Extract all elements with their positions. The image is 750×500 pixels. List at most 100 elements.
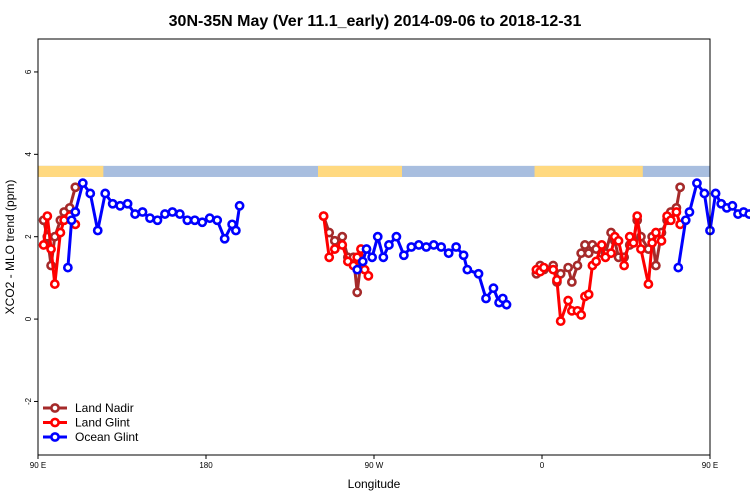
data-point <box>675 182 686 193</box>
x-tick-label: 180 <box>199 461 213 470</box>
legend-item: Land Nadir <box>43 401 134 415</box>
legend-swatch-marker <box>50 403 60 413</box>
x-tick-label: 90 E <box>702 461 718 470</box>
data-point <box>548 264 559 275</box>
data-point <box>363 270 374 281</box>
data-point <box>372 231 383 242</box>
data-point <box>324 252 335 263</box>
data-point <box>744 209 750 219</box>
data-point <box>70 182 81 193</box>
chart-title: 30N-35N May (Ver 11.1_early) 2014-09-06 … <box>169 13 582 30</box>
data-point <box>137 207 148 217</box>
data-point <box>413 240 424 250</box>
data-point <box>329 235 340 246</box>
data-point <box>596 240 607 250</box>
legend-swatch-marker <box>50 417 60 428</box>
data-point <box>100 188 111 199</box>
data-point <box>576 310 587 320</box>
data-point <box>538 262 549 273</box>
legend-label: Land Glint <box>75 416 130 430</box>
legend-label: Land Nadir <box>75 401 134 415</box>
data-point <box>710 188 721 199</box>
legend-item: Ocean Glint <box>43 430 139 444</box>
data-point <box>46 244 56 254</box>
data-point <box>436 242 447 252</box>
data-point <box>488 283 499 294</box>
data-point <box>613 235 624 246</box>
data-point <box>580 240 590 250</box>
data-point <box>421 242 432 252</box>
land-ocean-band <box>38 165 710 177</box>
data-point <box>66 215 77 226</box>
y-tick-label: -2 <box>24 397 33 405</box>
series-ocean-glint <box>62 178 750 310</box>
data-point <box>182 215 193 226</box>
x-tick-label: 90 E <box>30 461 46 470</box>
data-point <box>451 242 462 252</box>
y-tick-label: 2 <box>24 234 33 239</box>
data-point <box>367 252 378 263</box>
data-point <box>647 237 658 248</box>
data-point <box>501 299 512 310</box>
data-point <box>632 211 643 222</box>
data-point <box>70 207 81 217</box>
data-point <box>234 200 245 211</box>
data-point <box>563 262 574 273</box>
data-point <box>62 262 73 273</box>
data-point <box>727 200 738 211</box>
data-point <box>189 215 200 226</box>
land-band-segment <box>318 165 402 177</box>
legend-swatch-marker <box>50 432 60 442</box>
data-point <box>428 240 439 250</box>
data-point <box>55 227 66 238</box>
data-point <box>481 293 491 304</box>
data-point <box>107 198 118 209</box>
data-point <box>684 207 695 217</box>
y-axis: -2 0 2 4 6 <box>24 69 38 405</box>
legend-item: Land Glint <box>43 416 130 430</box>
data-point <box>174 209 185 219</box>
data-point <box>122 198 133 209</box>
data-point <box>378 252 389 263</box>
data-point <box>49 279 60 289</box>
x-axis: 90 E 180 90 W 0 90 E <box>30 455 718 470</box>
data-point <box>650 227 661 238</box>
land-band-segment <box>38 165 104 177</box>
data-point <box>458 250 469 261</box>
data-point <box>152 215 163 226</box>
data-point <box>656 235 667 246</box>
y-tick-label: 4 <box>24 152 33 157</box>
x-axis-title: Longitude <box>348 477 401 491</box>
data-point <box>230 225 241 236</box>
data-point <box>212 215 223 226</box>
data-point <box>665 215 676 226</box>
data-point <box>329 244 340 254</box>
data-point <box>443 248 454 259</box>
data-point <box>145 213 155 224</box>
data-point <box>384 240 394 250</box>
data-point <box>606 248 616 259</box>
data-point <box>636 244 646 254</box>
data-point <box>352 264 363 275</box>
data-point <box>352 287 363 298</box>
data-point <box>38 240 49 250</box>
data-point <box>671 207 682 217</box>
land-band-segment <box>534 165 643 177</box>
data-point <box>628 237 639 248</box>
data-point <box>77 178 88 189</box>
data-point <box>337 231 348 242</box>
data-point <box>643 279 654 289</box>
data-point <box>583 248 594 259</box>
data-point <box>85 188 96 199</box>
data-point <box>130 209 140 219</box>
y-axis-title: XCO2 - MLO trend (ppm) <box>3 180 17 315</box>
data-point <box>160 209 170 219</box>
data-point <box>42 211 53 222</box>
data-point <box>552 275 562 285</box>
data-point <box>167 207 178 217</box>
legend-label: Ocean Glint <box>75 430 139 444</box>
data-point <box>361 244 372 254</box>
data-point <box>680 215 691 226</box>
